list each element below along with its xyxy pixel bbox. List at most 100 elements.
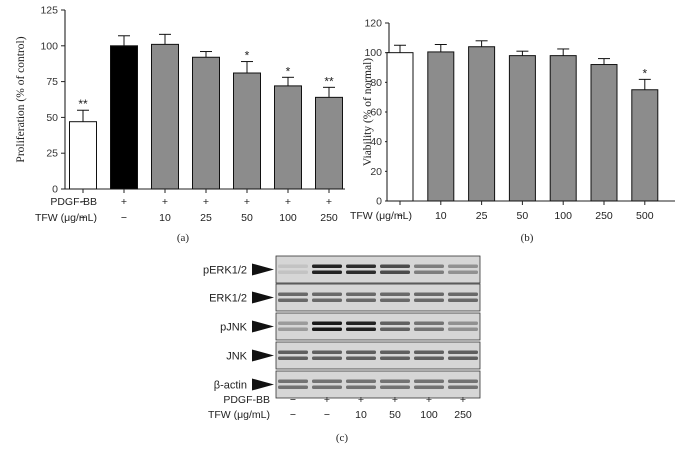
arrowhead-icon <box>252 378 274 391</box>
band <box>448 270 478 274</box>
condition-value: + <box>244 196 250 208</box>
bar <box>69 121 97 190</box>
bar <box>631 89 659 202</box>
y-tick-label: 20 <box>370 166 382 178</box>
bar <box>110 45 138 190</box>
band <box>278 298 308 302</box>
significance-marker: ** <box>324 74 334 88</box>
condition-value: + <box>285 196 291 208</box>
condition-value: + <box>358 394 364 406</box>
band <box>414 356 444 360</box>
significance-marker: * <box>245 49 250 63</box>
y-tick-label: 80 <box>370 77 382 89</box>
condition-label: PDGF-BB <box>50 196 97 208</box>
band <box>448 292 478 296</box>
bar <box>427 51 455 202</box>
band <box>346 356 376 360</box>
band <box>346 385 376 389</box>
y-tick-label: 75 <box>46 76 58 88</box>
blot-strip <box>275 283 481 312</box>
condition-value: − <box>290 394 296 406</box>
condition-value: − <box>121 212 127 224</box>
condition-value: + <box>121 196 127 208</box>
band <box>448 379 478 383</box>
y-tick-label: 125 <box>40 5 58 17</box>
panel-label: (b) <box>521 232 534 244</box>
band <box>278 321 308 325</box>
y-tick-label: 40 <box>370 136 382 148</box>
bar <box>192 56 220 190</box>
y-tick-label: 0 <box>52 184 58 196</box>
band <box>346 321 376 325</box>
bar <box>508 55 536 202</box>
band <box>448 385 478 389</box>
significance-marker: * <box>642 66 647 80</box>
panel-label: (a) <box>177 232 190 244</box>
band <box>346 292 376 296</box>
band <box>278 270 308 274</box>
condition-label: TFW (μg/mL) <box>208 409 270 421</box>
condition-value: 50 <box>241 212 253 224</box>
condition-value: 100 <box>554 210 572 222</box>
band <box>414 379 444 383</box>
band <box>312 385 342 389</box>
band <box>346 327 376 331</box>
band <box>312 321 342 325</box>
band <box>448 264 478 268</box>
condition-label: PDGF-BB <box>223 394 270 406</box>
band <box>312 350 342 354</box>
condition-value: 500 <box>636 210 654 222</box>
band <box>448 327 478 331</box>
condition-value: − <box>290 409 296 421</box>
y-tick-label: 100 <box>40 40 58 52</box>
arrowhead-icon <box>252 291 274 304</box>
condition-value: 10 <box>355 409 367 421</box>
band <box>346 298 376 302</box>
condition-value: + <box>460 394 466 406</box>
band <box>414 327 444 331</box>
band <box>278 350 308 354</box>
arrowhead-icon <box>252 263 274 276</box>
band <box>380 270 410 274</box>
band <box>448 298 478 302</box>
band <box>414 385 444 389</box>
condition-value: 250 <box>595 210 613 222</box>
band <box>278 385 308 389</box>
significance-marker: ** <box>78 97 88 111</box>
y-axis-label: Viability (% of normal) <box>362 58 374 166</box>
band <box>380 292 410 296</box>
blot-strip <box>275 370 481 399</box>
band <box>312 327 342 331</box>
band <box>414 292 444 296</box>
y-tick-label: 50 <box>46 112 58 124</box>
y-tick-label: 0 <box>376 196 382 208</box>
band <box>380 350 410 354</box>
bar <box>386 52 414 202</box>
condition-value: 25 <box>200 212 212 224</box>
arrowhead-icon <box>252 320 274 333</box>
bar <box>274 85 302 190</box>
band <box>414 350 444 354</box>
bar <box>233 72 261 190</box>
chart-panel-0: 0 25 50 75 100 125 Proliferation (% of control… <box>15 5 345 244</box>
y-axis-label: Proliferation (% of control) <box>15 36 27 162</box>
condition-value: − <box>80 196 86 208</box>
band <box>380 264 410 268</box>
condition-value: − <box>80 212 86 224</box>
condition-value: 50 <box>517 210 529 222</box>
band <box>380 327 410 331</box>
band <box>414 321 444 325</box>
band <box>380 356 410 360</box>
blot-label: ERK1/2 <box>209 293 247 305</box>
condition-value: 100 <box>420 409 438 421</box>
band <box>278 379 308 383</box>
condition-value: + <box>324 394 330 406</box>
band <box>414 298 444 302</box>
band <box>278 264 308 268</box>
band <box>448 350 478 354</box>
band <box>312 379 342 383</box>
bar <box>468 46 496 202</box>
y-tick-label: 60 <box>370 107 382 119</box>
band <box>278 327 308 331</box>
y-tick-label: 120 <box>364 18 382 30</box>
